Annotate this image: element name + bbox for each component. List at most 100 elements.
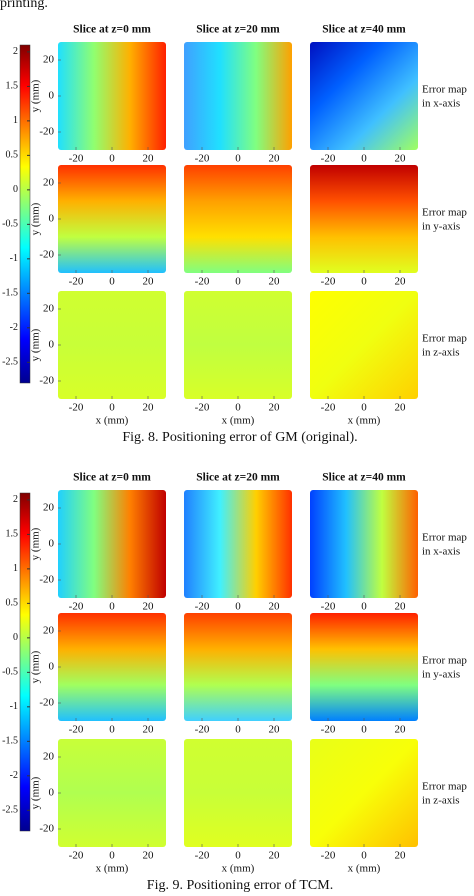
heatmap (58, 613, 166, 721)
x-tick-label: 20 (143, 724, 155, 736)
x-tick-label: 20 (143, 153, 155, 165)
y-tick-label: 0 (49, 661, 55, 673)
x-tick-label: 20 (269, 601, 281, 613)
x-tick-label: 0 (361, 153, 367, 165)
x-tick-label: -20 (195, 601, 210, 613)
x-tick-label: 20 (269, 153, 281, 165)
x-tick-label: 20 (395, 153, 407, 165)
x-axis-label: x (mm) (348, 863, 381, 875)
row-label: Error map (422, 781, 467, 793)
x-tick-label: 0 (235, 724, 241, 736)
x-tick-label: -20 (195, 402, 210, 414)
x-tick-label: -20 (69, 850, 84, 862)
row-label: Error map (422, 333, 467, 345)
y-tick-label: 20 (43, 54, 55, 66)
colorbar (19, 492, 31, 832)
column-title: Slice at z=20 mm (196, 24, 280, 36)
x-tick-label: 0 (109, 724, 115, 736)
y-tick-label: -20 (39, 574, 54, 586)
column-title: Slice at z=40 mm (322, 24, 406, 36)
colorbar-tick-label: -1 (10, 701, 18, 712)
figure-caption: Fig. 8. Positioning error of GM (origina… (122, 430, 357, 445)
figure-caption: Fig. 9. Positioning error of TCM. (147, 878, 333, 893)
column-title: Slice at z=40 mm (322, 472, 406, 484)
row-label: in z-axis (422, 795, 460, 807)
row-label: Error map (422, 207, 467, 219)
colorbar-tick-label: -2 (10, 322, 18, 333)
heatmap (58, 490, 166, 598)
row-label: in y-axis (422, 669, 460, 681)
y-tick-label: 0 (49, 90, 55, 102)
colorbar-tick-label: -2 (10, 770, 18, 781)
heatmap (310, 490, 418, 598)
x-axis-label: x (mm) (96, 863, 129, 875)
x-tick-label: -20 (195, 724, 210, 736)
x-tick-label: 0 (361, 724, 367, 736)
heatmap (310, 739, 418, 847)
heatmap (310, 291, 418, 399)
x-tick-label: 0 (235, 276, 241, 288)
x-tick-label: 0 (235, 850, 241, 862)
x-tick-label: -20 (321, 153, 336, 165)
y-tick-label: 0 (49, 339, 55, 351)
colorbar-tick-label: 1 (13, 115, 18, 126)
x-tick-label: 0 (109, 601, 115, 613)
column-title: Slice at z=0 mm (73, 472, 151, 484)
y-axis-label: y (mm) (30, 328, 42, 361)
y-tick-label: -20 (39, 249, 54, 261)
heatmap (184, 739, 292, 847)
x-tick-label: -20 (69, 276, 84, 288)
heatmap (184, 42, 292, 150)
y-axis-label: y (mm) (30, 202, 42, 235)
x-tick-label: -20 (321, 601, 336, 613)
x-tick-label: 0 (235, 601, 241, 613)
x-tick-label: 20 (269, 724, 281, 736)
y-tick-label: -20 (39, 375, 54, 387)
row-label: Error map (422, 532, 467, 544)
colorbar-tick-label: -0.5 (2, 667, 18, 678)
heatmap (310, 165, 418, 273)
x-tick-label: 0 (361, 850, 367, 862)
y-tick-label: 20 (43, 177, 55, 189)
heatmap (58, 42, 166, 150)
heatmap (58, 165, 166, 273)
y-tick-label: 0 (49, 538, 55, 550)
x-tick-label: 20 (395, 850, 407, 862)
heatmap (184, 490, 292, 598)
x-tick-label: 0 (361, 601, 367, 613)
colorbar (19, 44, 31, 384)
heatmap (184, 613, 292, 721)
heatmap (58, 291, 166, 399)
x-tick-label: 0 (109, 153, 115, 165)
x-tick-label: -20 (69, 402, 84, 414)
y-tick-label: -20 (39, 697, 54, 709)
column-title: Slice at z=20 mm (196, 472, 280, 484)
x-axis-label: x (mm) (222, 415, 255, 427)
colorbar-tick-label: -1.5 (2, 736, 18, 747)
colorbar-tick-label: 1 (13, 563, 18, 574)
x-tick-label: 20 (143, 850, 155, 862)
colorbar-tick-label: 1.5 (6, 81, 19, 92)
x-axis-label: x (mm) (96, 415, 129, 427)
x-tick-label: 20 (395, 402, 407, 414)
row-label: Error map (422, 84, 467, 96)
x-tick-label: -20 (195, 276, 210, 288)
x-tick-label: 0 (109, 402, 115, 414)
colorbar-tick-label: -2.5 (2, 805, 18, 816)
y-tick-label: 20 (43, 625, 55, 637)
colorbar-tick-label: 2 (13, 494, 18, 505)
y-axis-label: y (mm) (30, 776, 42, 809)
heatmap (310, 42, 418, 150)
y-tick-label: -20 (39, 126, 54, 138)
row-label: in x-axis (422, 98, 460, 110)
y-tick-label: 0 (49, 213, 55, 225)
y-tick-label: 20 (43, 303, 55, 315)
x-tick-label: 0 (235, 153, 241, 165)
row-label: in z-axis (422, 347, 460, 359)
y-axis-label: y (mm) (30, 79, 42, 112)
colorbar-tick-label: 0 (13, 632, 18, 643)
x-axis-label: x (mm) (222, 863, 255, 875)
y-axis-label: y (mm) (30, 650, 42, 683)
